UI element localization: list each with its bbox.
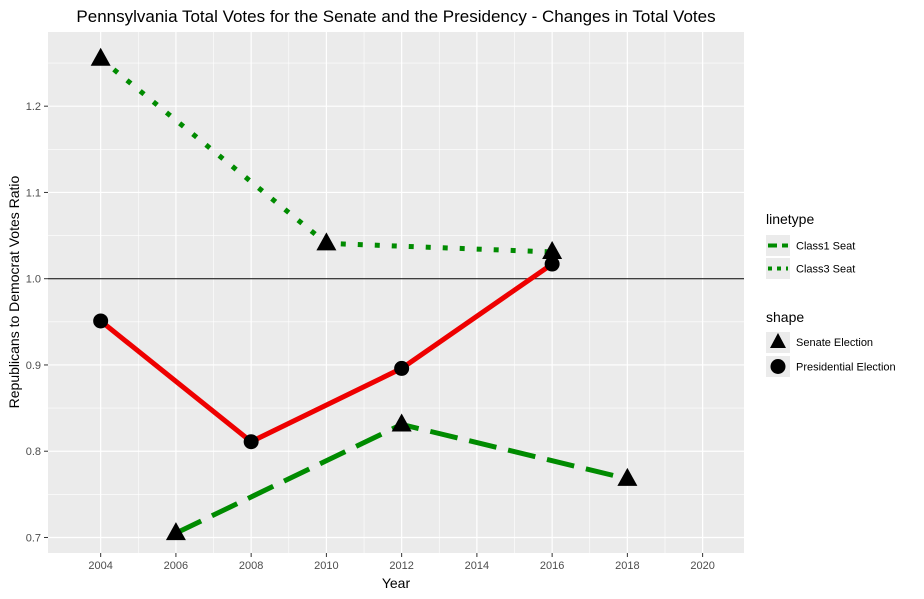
presidential-election-point xyxy=(243,434,259,450)
y-axis: 0.7 0.8 0.9 1.0 1.1 1.2 xyxy=(26,101,48,544)
x-tick-label: 2010 xyxy=(314,560,338,572)
x-tick-label: 2018 xyxy=(615,560,639,572)
x-axis: 2004 2006 2008 2010 2012 2014 2016 2018 2020 xyxy=(88,553,715,572)
y-tick-label: 1.2 xyxy=(26,101,41,113)
y-tick-label: 0.9 xyxy=(26,360,41,372)
legend-linetype: linetype Class1 Seat Class3 Seat xyxy=(766,211,855,279)
legend-label-presidential: Presidential Election xyxy=(796,362,896,374)
legend-circle-icon xyxy=(770,359,786,374)
presidential-election-point xyxy=(544,256,560,272)
x-tick-label: 2020 xyxy=(690,560,714,572)
senate-election-point xyxy=(90,47,111,66)
legend-label-class1: Class1 Seat xyxy=(796,241,855,253)
x-tick-label: 2006 xyxy=(164,560,188,572)
x-tick-label: 2014 xyxy=(465,560,489,572)
x-tick-label: 2004 xyxy=(88,560,112,572)
legend-triangle-icon xyxy=(770,333,786,348)
senate-election-point xyxy=(617,467,638,486)
legend-label-senate: Senate Election xyxy=(796,337,873,349)
presidential-election-point xyxy=(93,313,109,329)
senate-election-point xyxy=(542,240,563,259)
y-tick-label: 1.1 xyxy=(26,187,41,199)
y-tick-label: 1.0 xyxy=(26,274,41,286)
y-axis-title: Republicans to Democrat Votes Ratio xyxy=(6,175,22,408)
legend-label-class3: Class3 Seat xyxy=(796,264,855,276)
x-tick-label: 2016 xyxy=(540,560,564,572)
x-tick-label: 2012 xyxy=(389,560,413,572)
x-tick-label: 2008 xyxy=(239,560,263,572)
legend-title-linetype: linetype xyxy=(766,211,814,227)
senate-election-point xyxy=(165,522,186,541)
y-tick-label: 0.7 xyxy=(26,532,41,544)
legend-shape: shape Senate Election Presidential Elect… xyxy=(766,309,896,377)
chart-title: Pennsylvania Total Votes for the Senate … xyxy=(76,7,715,26)
senate-election-point xyxy=(391,413,412,432)
x-axis-title: Year xyxy=(382,575,411,591)
legend-title-shape: shape xyxy=(766,309,804,325)
senate-election-point xyxy=(316,232,337,251)
presidential-election-point xyxy=(394,360,410,376)
y-tick-label: 0.8 xyxy=(26,446,41,458)
plot-panel xyxy=(48,32,744,553)
series-points xyxy=(90,47,638,541)
series-line-solid xyxy=(99,261,554,445)
legend-key-class1 xyxy=(766,235,790,256)
